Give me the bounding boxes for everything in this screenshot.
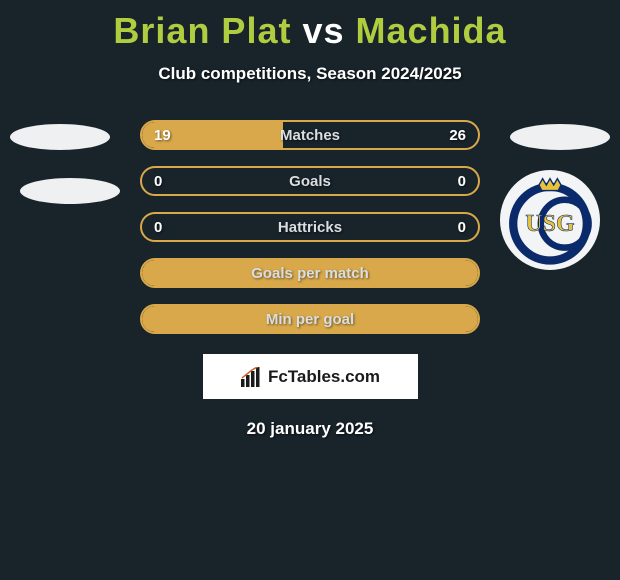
title-left: Brian Plat: [113, 10, 291, 51]
player-left-photo-placeholder-1: [10, 124, 110, 150]
stat-value-right: 0: [458, 219, 466, 236]
svg-text:USG: USG: [525, 211, 574, 237]
watermark-text: FcTables.com: [268, 367, 380, 387]
stat-label: Min per goal: [266, 311, 354, 328]
page-title: Brian Plat vs Machida: [0, 0, 620, 52]
stat-value-left: 0: [154, 173, 162, 190]
subtitle: Club competitions, Season 2024/2025: [0, 64, 620, 84]
date-label: 20 january 2025: [0, 419, 620, 439]
title-right: Machida: [356, 10, 507, 51]
stats-comparison: 19 26 Matches 0 0 Goals 0 0 Hattricks Goals per m…: [140, 120, 480, 334]
stat-label: Matches: [280, 127, 340, 144]
club-crest: USG: [500, 170, 600, 270]
stat-row-gpm: Goals per match: [140, 258, 480, 288]
stat-value-right: 26: [449, 127, 466, 144]
title-vs: vs: [302, 10, 344, 51]
stat-value-left: 0: [154, 219, 162, 236]
bars-icon: [240, 367, 262, 387]
stat-label: Goals per match: [251, 265, 369, 282]
watermark: FcTables.com: [203, 354, 418, 399]
stat-label: Hattricks: [278, 219, 342, 236]
club-crest-icon: USG: [504, 174, 596, 266]
stat-row-hattricks: 0 0 Hattricks: [140, 212, 480, 242]
player-right-photo-placeholder: [510, 124, 610, 150]
stat-row-goals: 0 0 Goals: [140, 166, 480, 196]
stat-label: Goals: [289, 173, 331, 190]
player-left-photo-placeholder-2: [20, 178, 120, 204]
stat-row-matches: 19 26 Matches: [140, 120, 480, 150]
stat-value-right: 0: [458, 173, 466, 190]
stat-value-left: 19: [154, 127, 171, 144]
stat-row-mpg: Min per goal: [140, 304, 480, 334]
